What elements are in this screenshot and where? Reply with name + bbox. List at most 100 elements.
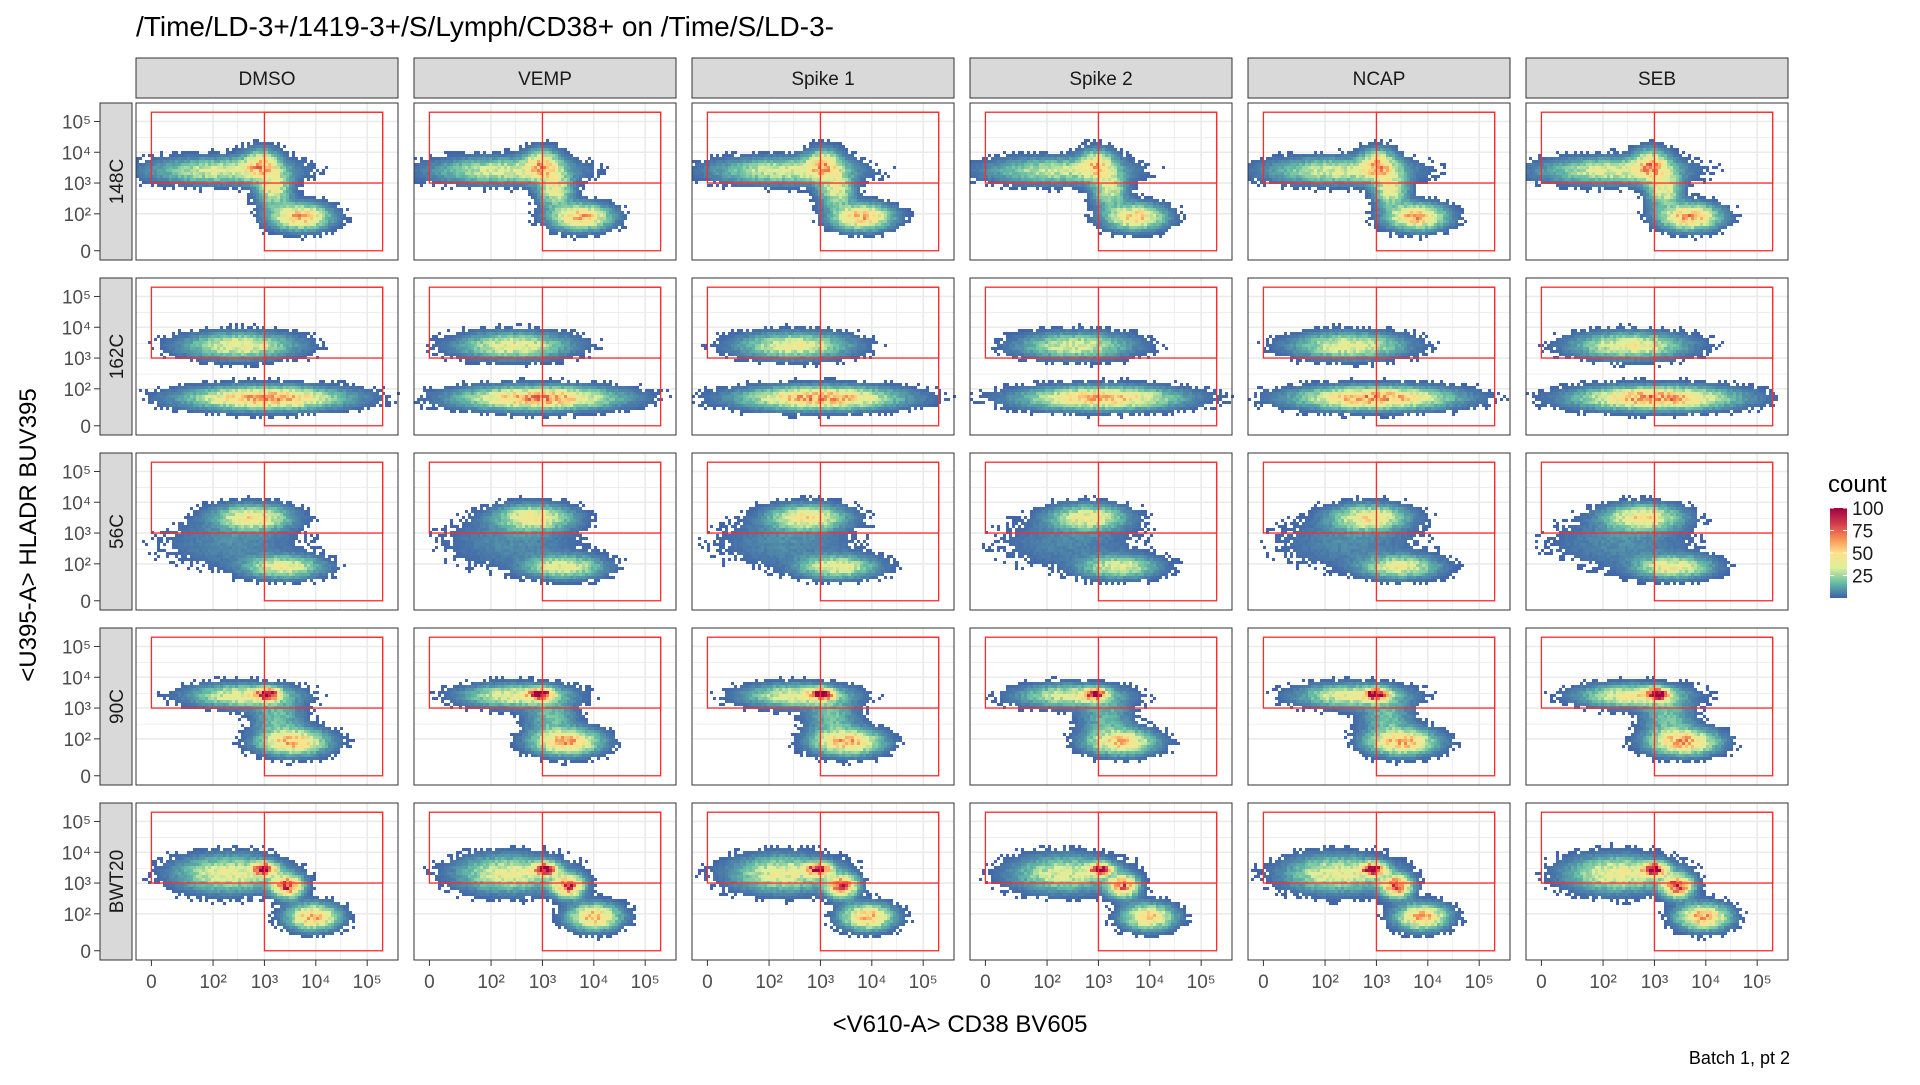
density-cell: [525, 151, 528, 154]
density-cell: [208, 172, 211, 175]
density-cell: [229, 175, 232, 178]
density-cell: [232, 172, 235, 175]
density-cell: [839, 151, 842, 154]
density-cell: [525, 187, 528, 190]
density-cell: [286, 154, 289, 157]
density-cell: [615, 217, 618, 220]
density-cell: [513, 154, 516, 157]
facet-panel: [414, 103, 676, 260]
density-cell: [824, 196, 827, 199]
density-cell: [301, 172, 304, 175]
density-cell: [839, 148, 842, 151]
density-cell: [486, 169, 489, 172]
density-cell: [579, 169, 582, 172]
density-cell: [815, 154, 818, 157]
row-strip-label: 148C: [107, 159, 128, 204]
density-cell: [280, 163, 283, 166]
density-cell: [193, 163, 196, 166]
density-cell: [468, 154, 471, 157]
density-cell: [145, 163, 148, 166]
density-cell: [806, 187, 809, 190]
density-cell: [175, 157, 178, 160]
density-cell: [791, 163, 794, 166]
density-cell: [313, 205, 316, 208]
density-cell: [271, 151, 274, 154]
density-cell: [495, 163, 498, 166]
density-cell: [791, 154, 794, 157]
x-tick-label: 10⁵: [1187, 972, 1216, 993]
density-cell: [268, 205, 271, 208]
density-cell: [806, 184, 809, 187]
density-cell: [271, 202, 274, 205]
density-cell: [878, 202, 881, 205]
density-cell: [803, 163, 806, 166]
density-cell: [283, 166, 286, 169]
density-cell: [549, 175, 552, 178]
density-cell: [743, 160, 746, 163]
density-cell: [265, 151, 268, 154]
density-cell: [561, 223, 564, 226]
density-cell: [193, 151, 196, 154]
density-cell: [546, 217, 549, 220]
density-cell: [564, 175, 567, 178]
density-cell: [187, 169, 190, 172]
density-cell: [872, 172, 875, 175]
density-cell: [609, 202, 612, 205]
density-cell: [591, 220, 594, 223]
density-cell: [716, 163, 719, 166]
density-cell: [148, 154, 151, 157]
density-cell: [872, 208, 875, 211]
density-cell: [247, 199, 250, 202]
density-cell: [725, 169, 728, 172]
density-cell: [277, 151, 280, 154]
density-cell: [561, 184, 564, 187]
density-cell: [812, 190, 815, 193]
density-cell: [187, 151, 190, 154]
density-cell: [196, 157, 199, 160]
density-cell: [417, 178, 420, 181]
density-cell: [848, 214, 851, 217]
density-cell: [295, 157, 298, 160]
density-cell: [800, 151, 803, 154]
density-cell: [612, 202, 615, 205]
density-cell: [259, 160, 262, 163]
density-cell: [459, 151, 462, 154]
density-cell: [172, 184, 175, 187]
density-cell: [531, 196, 534, 199]
density-cell: [289, 184, 292, 187]
density-cell: [764, 169, 767, 172]
density-cell: [537, 166, 540, 169]
density-cell: [704, 166, 707, 169]
density-cell: [594, 199, 597, 202]
density-cell: [480, 157, 483, 160]
density-cell: [908, 211, 911, 214]
density-cell: [328, 205, 331, 208]
density-cell: [758, 184, 761, 187]
density-cell: [166, 160, 169, 163]
density-cell: [498, 166, 501, 169]
density-cell: [223, 154, 226, 157]
density-cell: [857, 193, 860, 196]
density-cell: [474, 151, 477, 154]
density-cell: [489, 187, 492, 190]
density-cell: [552, 178, 555, 181]
density-cell: [770, 154, 773, 157]
density-cell: [331, 205, 334, 208]
density-cell: [561, 226, 564, 229]
density-cell: [585, 229, 588, 232]
density-cell: [319, 232, 322, 235]
density-cell: [432, 184, 435, 187]
density-cell: [890, 211, 893, 214]
density-cell: [833, 196, 836, 199]
density-cell: [325, 217, 328, 220]
density-cell: [546, 154, 549, 157]
density-cell: [459, 169, 462, 172]
density-cell: [573, 175, 576, 178]
density-cell: [546, 172, 549, 175]
density-cell: [767, 169, 770, 172]
x-tick-label: 0: [980, 972, 991, 993]
density-cell: [600, 232, 603, 235]
density-cell: [773, 184, 776, 187]
density-cell: [588, 169, 591, 172]
density-cell: [890, 205, 893, 208]
